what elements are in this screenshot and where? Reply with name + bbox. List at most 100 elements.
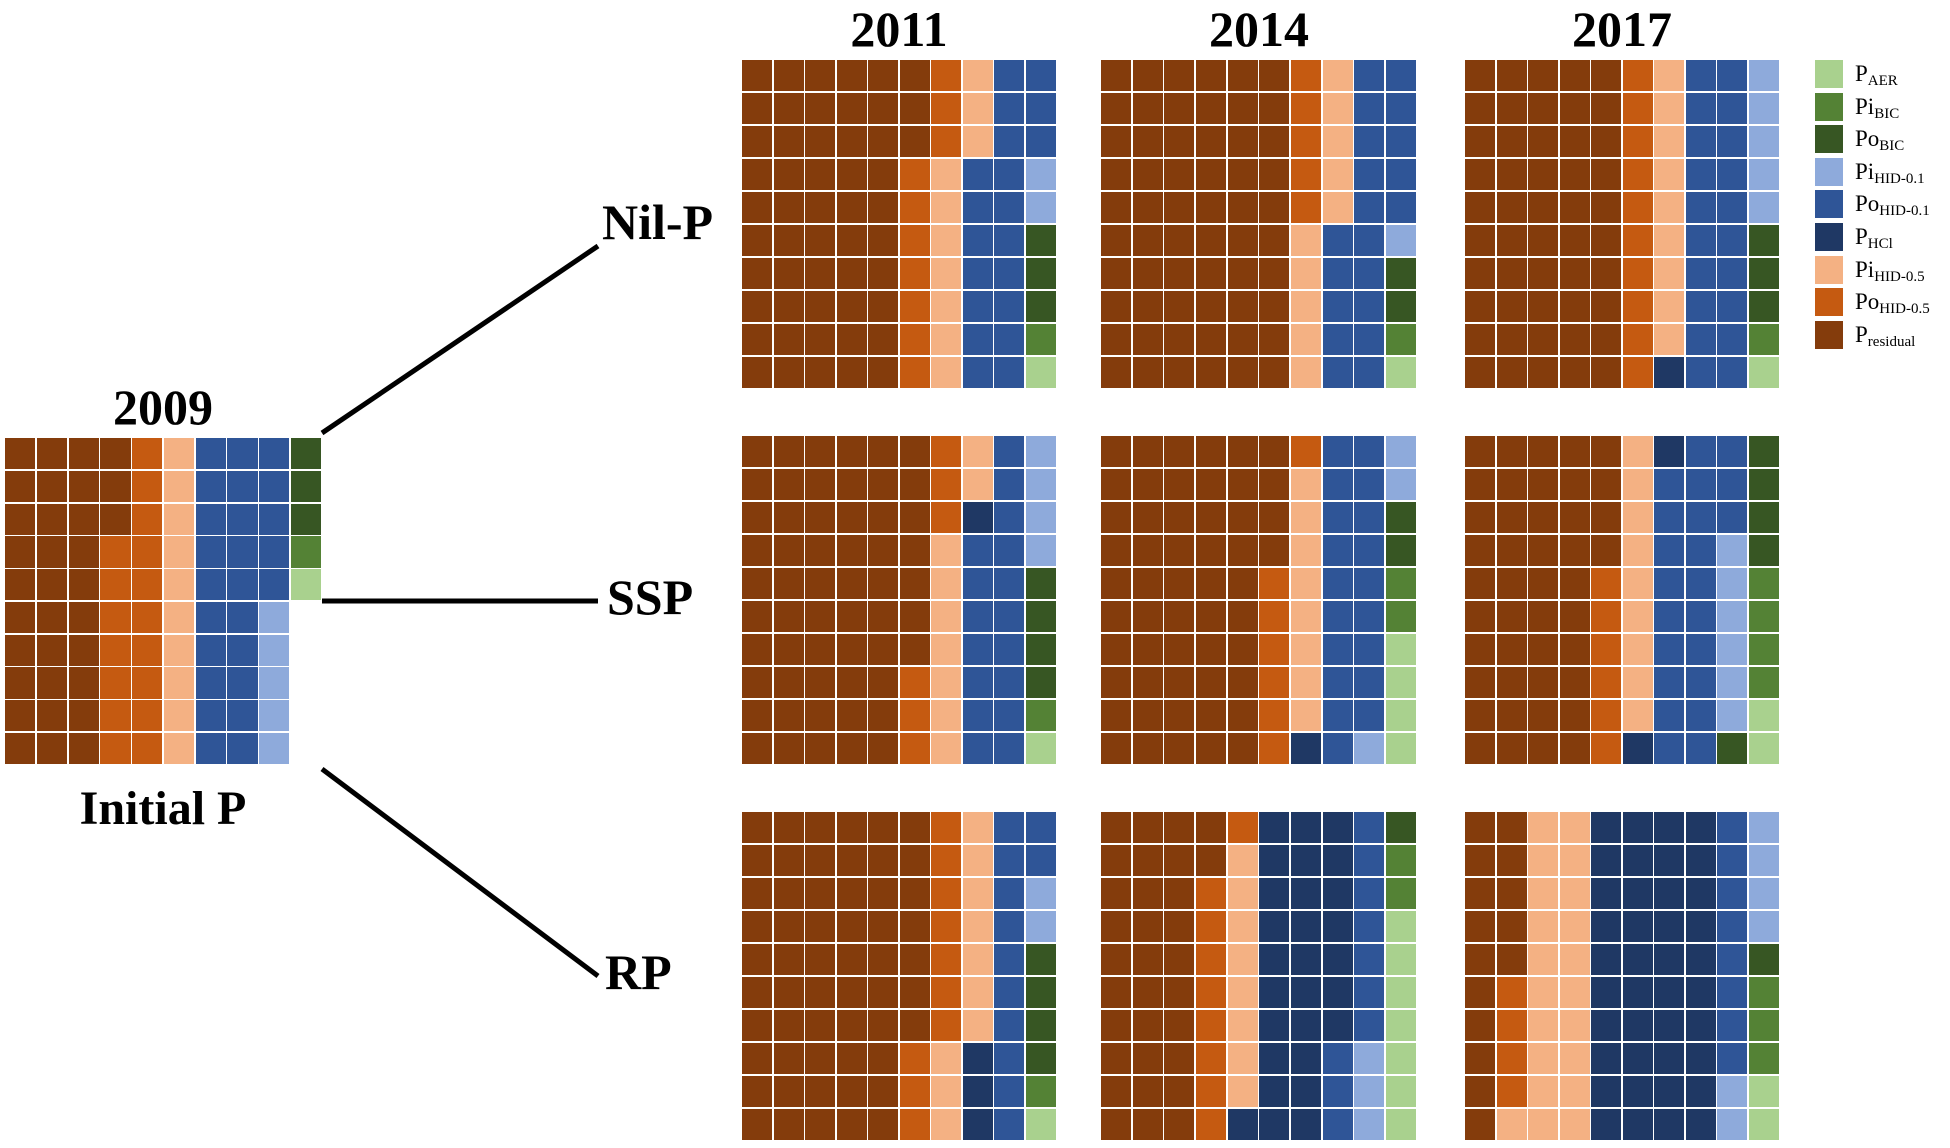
waffle-cell-Pi_HID05 (1528, 1108, 1559, 1140)
waffle-cell-P_residual (868, 910, 899, 943)
waffle-cell-P_residual (1101, 943, 1132, 976)
waffle-cell-Po_HID01 (1354, 976, 1385, 1009)
waffle-cell-P_HCl (1654, 812, 1685, 844)
waffle-cell-P_residual (805, 290, 836, 323)
waffle-cell-P_residual (805, 633, 836, 666)
waffle-cell-Pi_HID01 (1025, 534, 1056, 567)
waffle-cell-Po_HID05 (931, 436, 962, 468)
waffle-cell-P_residual (742, 666, 773, 699)
waffle-cell-P_residual (1259, 191, 1290, 224)
waffle-cell-Pi_HID05 (1528, 910, 1559, 943)
waffle-cell-Po_HID01 (1654, 501, 1685, 534)
waffle-cell-P_AER (1385, 633, 1416, 666)
waffle-cell-P_HCl (1259, 1009, 1290, 1042)
waffle-cell-P_residual (5, 503, 36, 535)
waffle-cell-Po_HID05 (1622, 257, 1653, 290)
waffle-cell-Po_HID01 (1322, 468, 1353, 501)
waffle-cell-Pi_HID05 (1322, 92, 1353, 125)
waffle-cell-P_residual (1164, 501, 1195, 534)
waffle-cell-Pi_HID05 (163, 569, 194, 601)
waffle-cell-Pi_HID05 (962, 910, 993, 943)
waffle-cell-P_residual (868, 1042, 899, 1075)
waffle-cell-Po_HID05 (1622, 224, 1653, 257)
waffle-cell-Pi_HID01 (1025, 910, 1056, 943)
waffle-cell-P_residual (1227, 356, 1258, 388)
waffle-cell-P_residual (1132, 1075, 1163, 1108)
waffle-cell-Po_HID01 (994, 1075, 1025, 1108)
waffle-cell-Po_HID05 (899, 732, 930, 764)
waffle-cell-P_HCl (1290, 1075, 1322, 1108)
waffle-cell-P_residual (1528, 600, 1559, 633)
waffle-cell-P_HCl (1322, 844, 1353, 877)
waffle-cell-P_HCl (1259, 844, 1290, 877)
waffle-cell-P_residual (773, 468, 804, 501)
waffle-ssp-2017 (1465, 436, 1779, 764)
waffle-cell-P_residual (1465, 1042, 1496, 1075)
waffle-cell-Pi_BIC (1025, 699, 1056, 732)
waffle-cell-Po_HID01 (1322, 600, 1353, 633)
waffle-cell-P_residual (899, 60, 930, 92)
waffle-cell-P_HCl (1622, 976, 1653, 1009)
waffle-cell-Po_BIC (1025, 976, 1056, 1009)
waffle-cell-Po_HID01 (1385, 125, 1416, 158)
waffle-cell-Po_HID01 (1322, 224, 1353, 257)
waffle-cell-P_HCl (1259, 976, 1290, 1009)
waffle-cell-P_residual (1496, 224, 1527, 257)
waffle-cell-P_residual (836, 290, 867, 323)
waffle-cell-P_residual (773, 812, 804, 844)
waffle-cell-Po_HID01 (994, 699, 1025, 732)
waffle-cell-Po_HID05 (931, 125, 962, 158)
waffle-cell-Po_HID01 (1685, 191, 1716, 224)
waffle-cell-Po_HID05 (1195, 1009, 1227, 1042)
waffle-cell-Po_HID01 (227, 438, 258, 470)
waffle-cell-Po_HID01 (994, 812, 1025, 844)
waffle-cell-Pi_BIC (1748, 976, 1779, 1009)
waffle-cell-P_residual (868, 534, 899, 567)
waffle-cell-P_HCl (1654, 1075, 1685, 1108)
waffle-cell-Po_HID01 (1322, 436, 1353, 468)
waffle-cell-Po_HID01 (994, 92, 1025, 125)
waffle-cell-Pi_BIC (1385, 567, 1416, 600)
waffle-cell-Po_HID01 (1717, 290, 1748, 323)
waffle-cell-Po_HID01 (227, 667, 258, 699)
waffle-cell-P_residual (1259, 356, 1290, 388)
waffle-cell-P_residual (742, 356, 773, 388)
waffle-cell-Po_HID01 (1685, 257, 1716, 290)
waffle-cell-P_HCl (1290, 943, 1322, 976)
waffle-cell-P_residual (836, 1009, 867, 1042)
legend-sub: HID-0.5 (1874, 268, 1925, 285)
waffle-cell-P_residual (1195, 60, 1227, 92)
waffle-cell-Pi_BIC (1025, 323, 1056, 356)
waffle-cell-P_residual (1227, 633, 1258, 666)
waffle-cell-Pi_HID05 (931, 534, 962, 567)
waffle-cell-P_residual (1496, 468, 1527, 501)
legend-main: Po (1855, 126, 1880, 152)
waffle-cell-empty (290, 732, 321, 764)
waffle-ssp-2011 (742, 436, 1056, 764)
waffle-cell-Pi_BIC (1385, 877, 1416, 910)
waffle-cell-P_HCl (1259, 877, 1290, 910)
waffle-cell-Pi_HID05 (1559, 844, 1590, 877)
waffle-cell-Pi_HID05 (1227, 844, 1258, 877)
legend-sub: BIC (1879, 138, 1905, 155)
waffle-cell-P_residual (1164, 812, 1195, 844)
waffle-cell-P_residual (1559, 699, 1590, 732)
waffle-cell-Po_HID01 (1717, 910, 1748, 943)
waffle-cell-Po_HID01 (1354, 844, 1385, 877)
waffle-cell-P_residual (868, 812, 899, 844)
waffle-cell-P_HCl (962, 1042, 993, 1075)
waffle-cell-Po_HID01 (1354, 877, 1385, 910)
waffle-cell-Po_HID01 (994, 290, 1025, 323)
waffle-cell-Pi_HID01 (259, 732, 290, 764)
waffle-cell-Po_HID05 (931, 877, 962, 910)
waffle-cell-P_residual (1465, 290, 1496, 323)
waffle-cell-Po_HID01 (1685, 158, 1716, 191)
waffle-cell-Po_HID01 (1685, 60, 1716, 92)
initial-caption: Initial P (79, 782, 247, 835)
waffle-cell-Po_HID05 (899, 1075, 930, 1108)
waffle-cell-P_residual (1132, 1042, 1163, 1075)
waffle-cell-P_residual (1132, 257, 1163, 290)
waffle-cell-P_residual (1101, 877, 1132, 910)
waffle-cell-P_residual (836, 910, 867, 943)
waffle-cell-Po_HID05 (1591, 633, 1622, 666)
